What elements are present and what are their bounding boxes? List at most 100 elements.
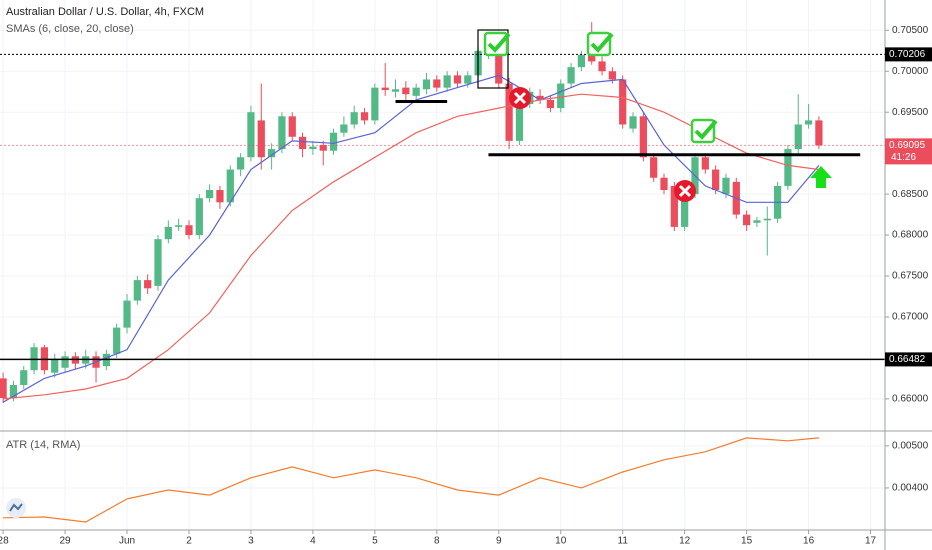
check-icon bbox=[690, 118, 718, 144]
candle-body bbox=[722, 177, 730, 195]
candle-body bbox=[557, 83, 565, 109]
candle-body bbox=[784, 149, 792, 186]
y-tick-label: 0.67500 bbox=[892, 271, 929, 282]
candle-body bbox=[753, 220, 761, 223]
check-icon bbox=[483, 31, 511, 57]
candle-body bbox=[371, 87, 379, 121]
candle-body bbox=[412, 87, 420, 96]
candle-body bbox=[329, 132, 338, 151]
y-tick-label: 0.70500 bbox=[892, 25, 929, 36]
plot-layer bbox=[0, 22, 885, 523]
candle-body bbox=[660, 177, 668, 191]
candle-body bbox=[267, 149, 276, 158]
chart-title: Australian Dollar / U.S. Dollar, 4h, FXC… bbox=[6, 6, 204, 18]
candle-body bbox=[278, 116, 286, 150]
candle-body bbox=[546, 99, 555, 109]
candle-body bbox=[144, 280, 152, 289]
y-tick-label: 0.00500 bbox=[892, 441, 929, 452]
candle-body bbox=[464, 75, 472, 84]
candle-body bbox=[794, 124, 802, 150]
candle-body bbox=[309, 146, 317, 150]
candle-body bbox=[505, 83, 513, 141]
y-tick-label: 0.66000 bbox=[892, 394, 929, 405]
candle-body bbox=[515, 104, 524, 141]
candle-body bbox=[681, 194, 689, 227]
annotations bbox=[6, 29, 832, 518]
candle-body bbox=[288, 116, 296, 137]
candle-body bbox=[247, 112, 255, 158]
candle-body bbox=[206, 190, 214, 199]
candle-body bbox=[443, 75, 451, 88]
indicator-line bbox=[3, 437, 819, 523]
cross-icon bbox=[674, 180, 696, 202]
x-tick-label: 10 bbox=[555, 536, 567, 547]
atr-label: ATR (14, RMA) bbox=[6, 439, 80, 451]
candle-body bbox=[381, 87, 389, 91]
x-tick-label: 28 bbox=[0, 536, 9, 547]
candle-body bbox=[226, 169, 234, 203]
candle-body bbox=[20, 370, 28, 385]
candle-body bbox=[216, 190, 224, 203]
x-tick-label: 15 bbox=[741, 536, 753, 547]
x-tick-label: 17 bbox=[865, 536, 877, 547]
candle-body bbox=[701, 157, 709, 170]
candle-body bbox=[164, 226, 172, 240]
x-tick-label: 11 bbox=[618, 536, 629, 547]
candle-body bbox=[815, 120, 823, 146]
candle-body bbox=[495, 50, 503, 84]
cross-icon bbox=[509, 87, 531, 109]
candle-body bbox=[619, 79, 627, 125]
x-tick-label: Jun bbox=[119, 536, 135, 547]
x-tick-label: 29 bbox=[59, 536, 71, 547]
y-tick-label: 0.69500 bbox=[892, 107, 929, 118]
x-tick-label: 3 bbox=[248, 536, 254, 547]
candle-body bbox=[298, 136, 307, 150]
candle-body bbox=[391, 89, 400, 92]
candle-body bbox=[650, 157, 658, 178]
candle-body bbox=[670, 185, 678, 227]
candle-body bbox=[154, 239, 162, 286]
candle-body bbox=[340, 124, 348, 133]
candle-body bbox=[123, 300, 131, 328]
candle-body bbox=[113, 327, 121, 354]
candle-body bbox=[257, 120, 265, 158]
price-label: 0.66482 bbox=[889, 354, 926, 365]
price-label: 0.69095 bbox=[889, 140, 926, 151]
candle-body bbox=[804, 120, 813, 125]
x-tick-label: 5 bbox=[372, 536, 378, 547]
candle-body bbox=[0, 378, 7, 399]
candle-body bbox=[422, 79, 431, 90]
price-label: 0.70206 bbox=[889, 49, 926, 60]
grid-layer bbox=[0, 0, 885, 530]
y-tick-label: 0.70000 bbox=[892, 66, 929, 77]
candle-body bbox=[536, 95, 544, 100]
candle-body bbox=[453, 75, 462, 84]
candle-body bbox=[577, 54, 586, 68]
y-tick-label: 0.68500 bbox=[892, 189, 929, 200]
candle-body bbox=[629, 116, 637, 129]
check-icon bbox=[586, 31, 614, 57]
price-label-box bbox=[885, 352, 932, 367]
x-tick-label: 16 bbox=[803, 536, 815, 547]
candle-body bbox=[185, 225, 193, 236]
y-tick-label: 0.68000 bbox=[892, 230, 929, 241]
price-label-box bbox=[885, 47, 932, 62]
candle-body bbox=[61, 356, 69, 368]
y-tick-label: 0.67000 bbox=[892, 312, 929, 323]
x-tick-label: 4 bbox=[310, 536, 316, 547]
x-tick-label: 12 bbox=[679, 536, 691, 547]
candle-body bbox=[175, 225, 183, 227]
x-tick-label: 2 bbox=[186, 536, 192, 547]
x-tick-label: 8 bbox=[434, 536, 440, 547]
candle-body bbox=[350, 112, 358, 125]
indicator-label: SMAs (6, close, 20, close) bbox=[6, 23, 134, 35]
candle-body bbox=[9, 384, 18, 399]
candle-body bbox=[567, 67, 575, 84]
candle-body bbox=[402, 87, 410, 95]
price-label-box bbox=[885, 138, 932, 165]
highlight-box bbox=[477, 29, 509, 89]
logo bbox=[6, 498, 26, 518]
candle-body bbox=[743, 214, 751, 226]
